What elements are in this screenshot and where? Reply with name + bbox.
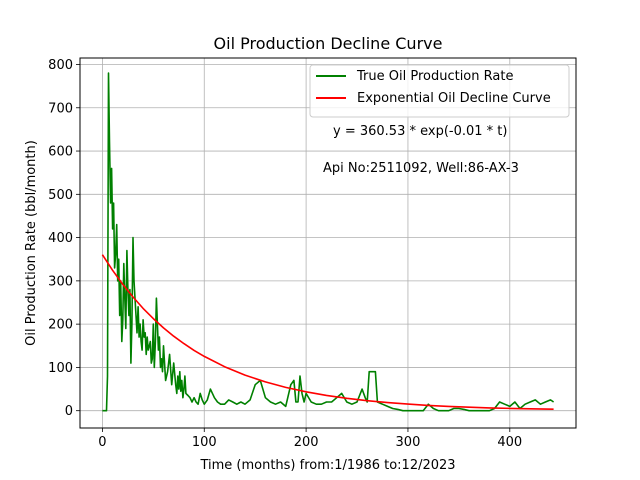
y-tick-label: 500	[48, 188, 73, 203]
y-tick-label: 0	[65, 404, 73, 419]
legend: True Oil Production Rate Exponential Oil…	[309, 64, 570, 118]
y-tick-label: 600	[48, 145, 73, 160]
true-production-rate-line	[102, 72, 555, 412]
y-tick-label: 800	[48, 58, 73, 73]
x-tick-label: 0	[98, 435, 106, 450]
x-axis-label: Time (months) from:1/1986 to:12/2023	[199, 458, 455, 473]
legend-box	[309, 64, 570, 118]
chart-title: Oil Production Decline Curve	[214, 34, 443, 53]
well-annotation: Api No:2511092, Well:86-AX-3	[323, 161, 519, 176]
legend-label-true-rate: True Oil Production Rate	[356, 69, 513, 84]
ticks: 0 100 200 300 400 0 100 200 300 400 500 600 700 800	[48, 58, 522, 450]
y-tick-label: 700	[48, 101, 73, 116]
x-tick-label: 400	[497, 435, 522, 450]
x-tick-label: 300	[396, 435, 421, 450]
y-tick-label: 100	[48, 361, 73, 376]
plot-area	[101, 72, 555, 412]
legend-label-decline-curve: Exponential Oil Decline Curve	[357, 91, 551, 106]
y-tick-label: 200	[48, 318, 73, 333]
y-tick-label: 400	[48, 231, 73, 246]
y-axis-label: Oil Production Rate (bbl/month)	[24, 140, 39, 346]
axes-frame	[79, 57, 577, 429]
grid	[80, 58, 576, 428]
y-tick-label: 300	[48, 274, 73, 289]
x-tick-label: 100	[192, 435, 217, 450]
equation-annotation: y = 360.53 * exp(-0.01 * t)	[333, 124, 507, 139]
exponential-decline-curve-line	[101, 254, 554, 410]
x-tick-label: 200	[294, 435, 319, 450]
